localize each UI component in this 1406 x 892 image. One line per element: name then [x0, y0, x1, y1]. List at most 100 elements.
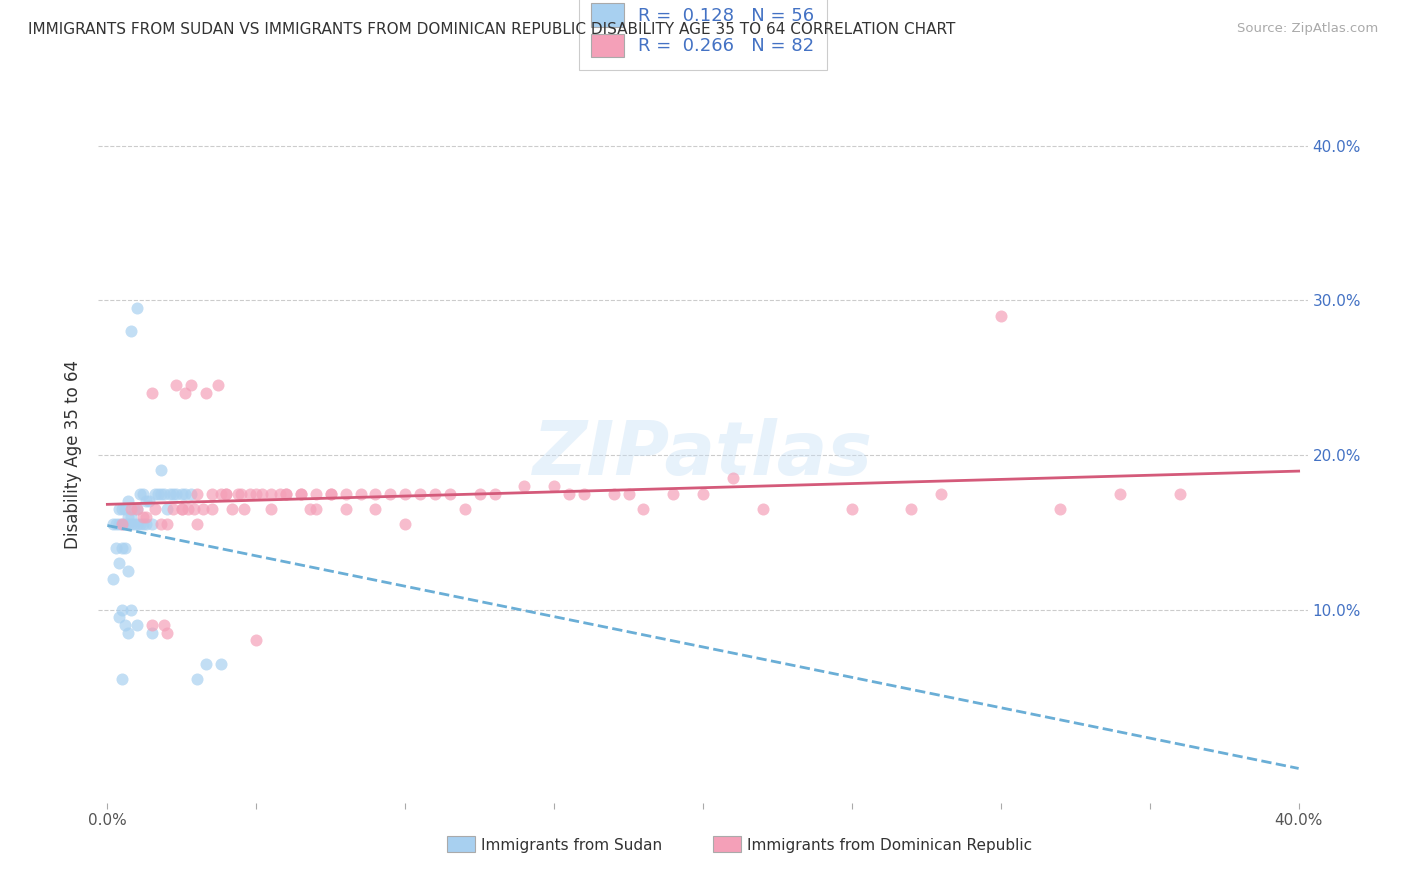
Legend: R =  0.128   N = 56, R =  0.266   N = 82: R = 0.128 N = 56, R = 0.266 N = 82: [579, 0, 827, 70]
Point: [103, 517, 125, 532]
Point: [380, 486, 402, 500]
Point: [141, 625, 163, 640]
Point: [335, 502, 357, 516]
Point: [260, 486, 283, 500]
Point: [633, 502, 655, 516]
Point: [186, 486, 208, 500]
Point: [117, 494, 139, 508]
Point: [305, 502, 328, 516]
Point: [305, 486, 328, 500]
Point: [117, 509, 139, 524]
Point: [143, 502, 166, 516]
Point: [122, 502, 145, 516]
Point: [114, 517, 136, 532]
Point: [513, 479, 536, 493]
Point: [207, 378, 229, 392]
Point: [319, 486, 342, 500]
Point: [122, 517, 145, 532]
Point: [111, 672, 134, 686]
Point: [153, 486, 176, 500]
Point: [200, 486, 222, 500]
Point: [233, 502, 256, 516]
Point: [221, 502, 243, 516]
Point: [173, 486, 195, 500]
Point: [245, 633, 267, 648]
Point: [1049, 502, 1071, 516]
Point: [239, 486, 262, 500]
Point: [138, 494, 160, 508]
Point: [156, 502, 179, 516]
Point: [215, 486, 238, 500]
Point: [165, 486, 187, 500]
Point: [117, 517, 139, 532]
Point: [132, 517, 155, 532]
Point: [191, 502, 214, 516]
Point: [662, 486, 685, 500]
Point: [103, 572, 125, 586]
Point: [127, 517, 149, 532]
Point: [900, 502, 922, 516]
Point: [177, 502, 200, 516]
Point: [127, 502, 149, 516]
Point: [841, 502, 863, 516]
Point: [364, 486, 387, 500]
Point: [721, 471, 744, 485]
Point: [114, 502, 136, 516]
Point: [1168, 486, 1191, 500]
Point: [409, 486, 432, 500]
Point: [141, 618, 163, 632]
Point: [423, 486, 446, 500]
Point: [186, 672, 208, 686]
Point: [186, 517, 208, 532]
Text: ZIPatlas: ZIPatlas: [533, 418, 873, 491]
Point: [468, 486, 491, 500]
Point: [114, 618, 136, 632]
Point: [165, 378, 187, 392]
Point: [132, 509, 155, 524]
Point: [127, 301, 149, 315]
Point: [141, 386, 163, 401]
Point: [194, 386, 217, 401]
Point: [183, 502, 205, 516]
Point: [146, 486, 169, 500]
Point: [111, 502, 134, 516]
Point: [231, 486, 253, 500]
Point: [108, 610, 131, 624]
Point: [572, 486, 595, 500]
Point: [120, 517, 142, 532]
Point: [149, 463, 172, 477]
Point: [117, 564, 139, 578]
Point: [394, 486, 416, 500]
Point: [252, 486, 274, 500]
Point: [159, 486, 181, 500]
Point: [298, 502, 321, 516]
Point: [170, 502, 193, 516]
Point: [245, 486, 267, 500]
Point: [149, 517, 172, 532]
Point: [141, 517, 163, 532]
Point: [156, 517, 179, 532]
Point: [120, 502, 142, 516]
Point: [180, 378, 202, 392]
Point: [120, 324, 142, 338]
Point: [111, 602, 134, 616]
Point: [274, 486, 297, 500]
Point: [162, 486, 184, 500]
Point: [127, 618, 149, 632]
Point: [335, 486, 357, 500]
Point: [454, 502, 477, 516]
Point: [135, 517, 157, 532]
Point: [149, 486, 172, 500]
Point: [617, 486, 640, 500]
Point: [319, 486, 342, 500]
Point: [692, 486, 714, 500]
Point: [117, 625, 139, 640]
Point: [173, 386, 195, 401]
Point: [290, 486, 312, 500]
Point: [209, 486, 232, 500]
Point: [180, 486, 202, 500]
Point: [990, 309, 1012, 323]
Point: [170, 486, 193, 500]
Point: [543, 479, 565, 493]
Point: [111, 517, 134, 532]
